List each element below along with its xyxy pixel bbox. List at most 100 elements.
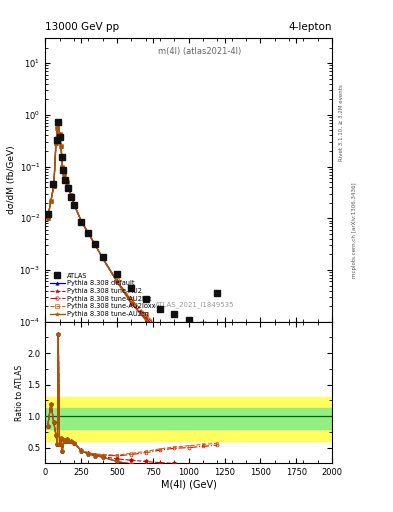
Pythia 8.308 tune-AU2loxx (66, 184, 70, 190)
Pythia 8.308 default (186, 351, 191, 357)
Pythia 8.308 tune-AU2lox (66, 184, 70, 190)
Pythia 8.308 tune-AU2loxx (93, 242, 98, 248)
Pythia 8.308 tune-AU2m (53, 140, 58, 146)
Pythia 8.308 tune-AU2m (46, 215, 50, 221)
Pythia 8.308 tune-AU2 (60, 163, 65, 169)
ATLAS (143, 295, 148, 302)
ATLAS (100, 254, 105, 260)
Pythia 8.308 tune-AU2 (115, 279, 119, 285)
Pythia 8.308 default (86, 230, 90, 236)
Pythia 8.308 tune-AU2lox (158, 327, 162, 333)
Pythia 8.308 tune-AU2lox (215, 360, 220, 366)
ATLAS (56, 119, 61, 125)
Pythia 8.308 default (200, 358, 205, 365)
Pythia 8.308 tune-AU2lox (61, 171, 66, 177)
ATLAS (69, 194, 73, 200)
Pythia 8.308 default (69, 192, 73, 198)
Line: ATLAS: ATLAS (45, 119, 220, 328)
Legend: ATLAS, Pythia 8.308 default, Pythia 8.308 tune-AU2, Pythia 8.308 tune-AU2lox, Py: ATLAS, Pythia 8.308 default, Pythia 8.30… (48, 271, 157, 318)
Pythia 8.308 tune-AU2m (200, 358, 205, 365)
Pythia 8.308 tune-AU2lox (59, 143, 63, 149)
Y-axis label: dσ/dM (fb/GeV): dσ/dM (fb/GeV) (7, 146, 17, 215)
X-axis label: M(4l) (GeV): M(4l) (GeV) (161, 480, 217, 490)
Pythia 8.308 tune-AU2 (86, 230, 90, 236)
Text: 4-lepton: 4-lepton (288, 22, 332, 32)
Pythia 8.308 default (79, 218, 83, 224)
Pythia 8.308 tune-AU2loxx (69, 192, 73, 198)
Pythia 8.308 tune-AU2lox (200, 353, 205, 359)
Pythia 8.308 default (129, 300, 134, 306)
Pythia 8.308 tune-AU2 (129, 299, 134, 305)
Pythia 8.308 tune-AU2lox (79, 218, 83, 224)
Pythia 8.308 tune-AU2 (57, 131, 62, 137)
ATLAS (200, 322, 205, 328)
Pythia 8.308 tune-AU2m (56, 119, 61, 125)
Pythia 8.308 tune-AU2 (158, 329, 162, 335)
Pythia 8.308 tune-AU2lox (60, 163, 65, 169)
ATLAS (66, 185, 70, 191)
ATLAS (79, 219, 83, 225)
Pythia 8.308 tune-AU2loxx (46, 215, 50, 221)
Pythia 8.308 default (63, 176, 68, 182)
Pythia 8.308 tune-AU2loxx (72, 201, 76, 207)
Pythia 8.308 tune-AU2m (61, 171, 66, 177)
Pythia 8.308 tune-AU2m (158, 330, 162, 336)
Pythia 8.308 tune-AU2loxx (186, 344, 191, 350)
Pythia 8.308 tune-AU2m (51, 183, 56, 189)
Pythia 8.308 default (72, 201, 76, 207)
Pythia 8.308 tune-AU2m (143, 316, 148, 323)
Pythia 8.308 tune-AU2lox (72, 201, 76, 207)
ATLAS (46, 211, 50, 217)
Pythia 8.308 tune-AU2m (69, 192, 73, 198)
Pythia 8.308 tune-AU2 (56, 119, 61, 125)
Pythia 8.308 tune-AU2m (49, 198, 53, 204)
Pythia 8.308 tune-AU2 (49, 198, 53, 204)
ATLAS (63, 177, 68, 183)
Pythia 8.308 tune-AU2m (115, 279, 119, 285)
Pythia 8.308 tune-AU2loxx (56, 119, 61, 125)
ATLAS (59, 154, 64, 160)
Pythia 8.308 tune-AU2 (53, 140, 58, 146)
Pythia 8.308 tune-AU2loxx (64, 179, 69, 185)
Pythia 8.308 tune-AU2loxx (158, 326, 162, 332)
Pythia 8.308 tune-AU2 (186, 349, 191, 355)
Pythia 8.308 tune-AU2m (55, 125, 60, 131)
Pythia 8.308 tune-AU2loxx (57, 131, 62, 137)
Pythia 8.308 tune-AU2m (59, 143, 63, 149)
Pythia 8.308 tune-AU2loxx (115, 278, 119, 284)
Pythia 8.308 tune-AU2lox (100, 255, 105, 261)
Pythia 8.308 tune-AU2m (129, 300, 134, 306)
Pythia 8.308 tune-AU2lox (186, 346, 191, 352)
Pythia 8.308 tune-AU2m (100, 255, 105, 261)
Pythia 8.308 tune-AU2lox (143, 313, 148, 319)
ATLAS (186, 316, 191, 323)
Pythia 8.308 default (61, 171, 66, 177)
Pythia 8.308 default (115, 279, 119, 285)
Text: m(4l) (atlas2021-4l): m(4l) (atlas2021-4l) (158, 47, 242, 56)
Pythia 8.308 default (215, 365, 220, 371)
ATLAS (158, 306, 162, 312)
ATLAS (115, 270, 119, 276)
Pythia 8.308 tune-AU2 (63, 176, 68, 182)
Pythia 8.308 tune-AU2 (66, 184, 70, 190)
Pythia 8.308 default (60, 163, 65, 169)
Pythia 8.308 tune-AU2 (55, 125, 60, 131)
Pythia 8.308 tune-AU2loxx (49, 198, 53, 204)
ATLAS (86, 230, 90, 236)
Pythia 8.308 default (56, 119, 61, 125)
Pythia 8.308 tune-AU2 (100, 255, 105, 261)
Pythia 8.308 tune-AU2loxx (215, 357, 220, 364)
Pythia 8.308 default (59, 143, 63, 149)
Pythia 8.308 tune-AU2loxx (63, 176, 68, 182)
Pythia 8.308 tune-AU2lox (64, 179, 69, 185)
Pythia 8.308 tune-AU2m (72, 201, 76, 207)
Pythia 8.308 default (100, 255, 105, 261)
Pythia 8.308 default (158, 330, 162, 336)
Pythia 8.308 default (64, 179, 69, 185)
Pythia 8.308 tune-AU2m (64, 179, 69, 185)
Pythia 8.308 default (53, 140, 58, 146)
Text: mcplots.cern.ch [arXiv:1306.3436]: mcplots.cern.ch [arXiv:1306.3436] (352, 183, 357, 278)
Pythia 8.308 default (55, 125, 60, 131)
Pythia 8.308 tune-AU2m (86, 230, 90, 236)
Pythia 8.308 tune-AU2m (60, 163, 65, 169)
